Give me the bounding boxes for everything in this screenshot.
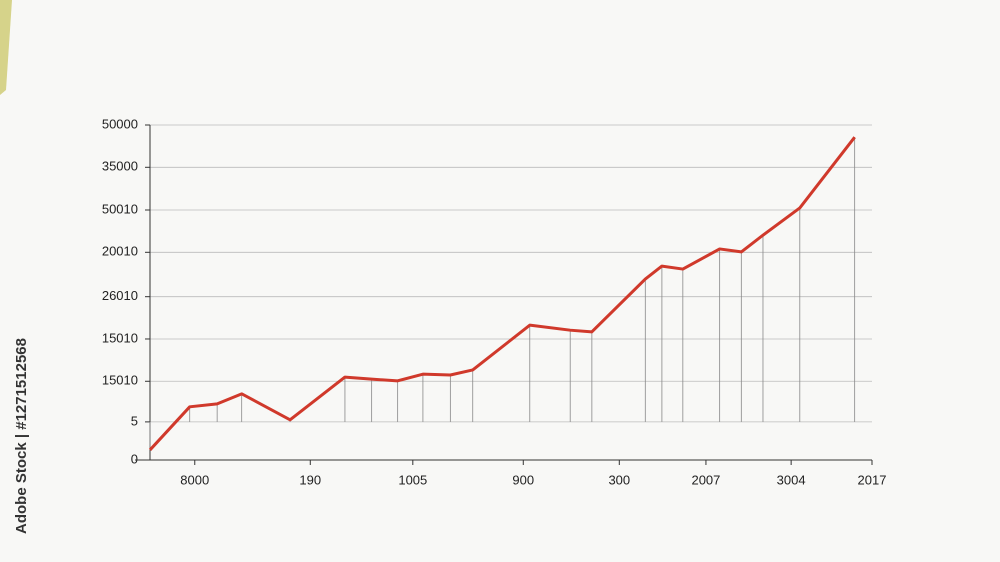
y-tick-label: 15010 — [102, 373, 138, 388]
x-tick-label: 3004 — [777, 472, 806, 487]
x-tick-label: 300 — [608, 472, 630, 487]
y-tick-label: 20010 — [102, 244, 138, 259]
x-tick-label: 8000 — [180, 472, 209, 487]
y-tick-label: 5 — [131, 413, 138, 428]
y-tick-label: 50010 — [102, 201, 138, 216]
watermark: Adobe Stock | #1271512568 — [13, 338, 30, 534]
y-tick-label: 35000 — [102, 159, 138, 174]
y-tick-label: 26010 — [102, 288, 138, 303]
x-tick-label: 1005 — [398, 472, 427, 487]
x-tick-label: 900 — [512, 472, 534, 487]
x-tick-label: 2017 — [858, 472, 887, 487]
x-tick-label: 190 — [299, 472, 321, 487]
corner-accent — [0, 0, 12, 95]
y-tick-label: 50000 — [102, 116, 138, 131]
y-tick-label: 0 — [131, 451, 138, 466]
data-line — [148, 136, 856, 451]
x-tick-label: 2007 — [691, 472, 720, 487]
y-tick-label: 15010 — [102, 330, 138, 345]
